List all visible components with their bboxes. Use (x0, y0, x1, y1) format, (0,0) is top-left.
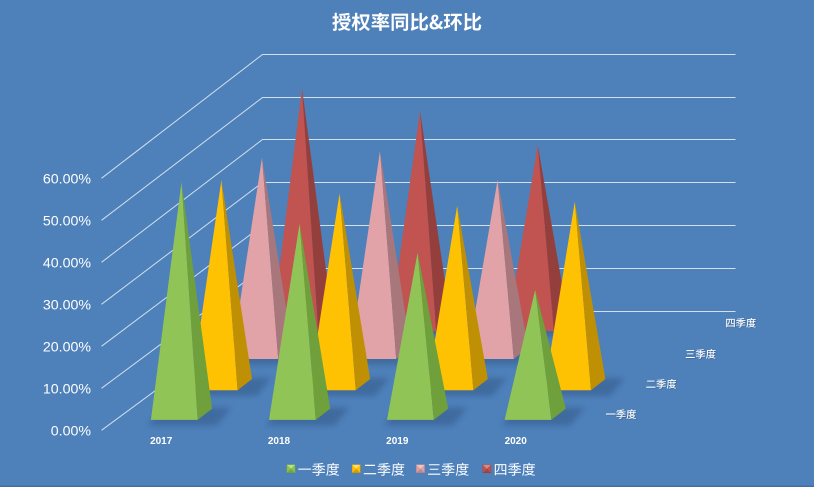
svg-text:10.00%: 10.00% (43, 381, 92, 397)
svg-text:30.00%: 30.00% (43, 297, 92, 313)
svg-text:20.00%: 20.00% (43, 339, 92, 355)
svg-text:2020: 2020 (505, 436, 528, 447)
svg-text:2018: 2018 (268, 436, 291, 447)
svg-text:50.00%: 50.00% (43, 213, 92, 229)
svg-text:2017: 2017 (150, 436, 173, 447)
svg-text:0.00%: 0.00% (51, 423, 92, 439)
svg-text:2019: 2019 (386, 436, 409, 447)
svg-text:40.00%: 40.00% (43, 255, 92, 271)
svg-text:60.00%: 60.00% (43, 171, 92, 187)
